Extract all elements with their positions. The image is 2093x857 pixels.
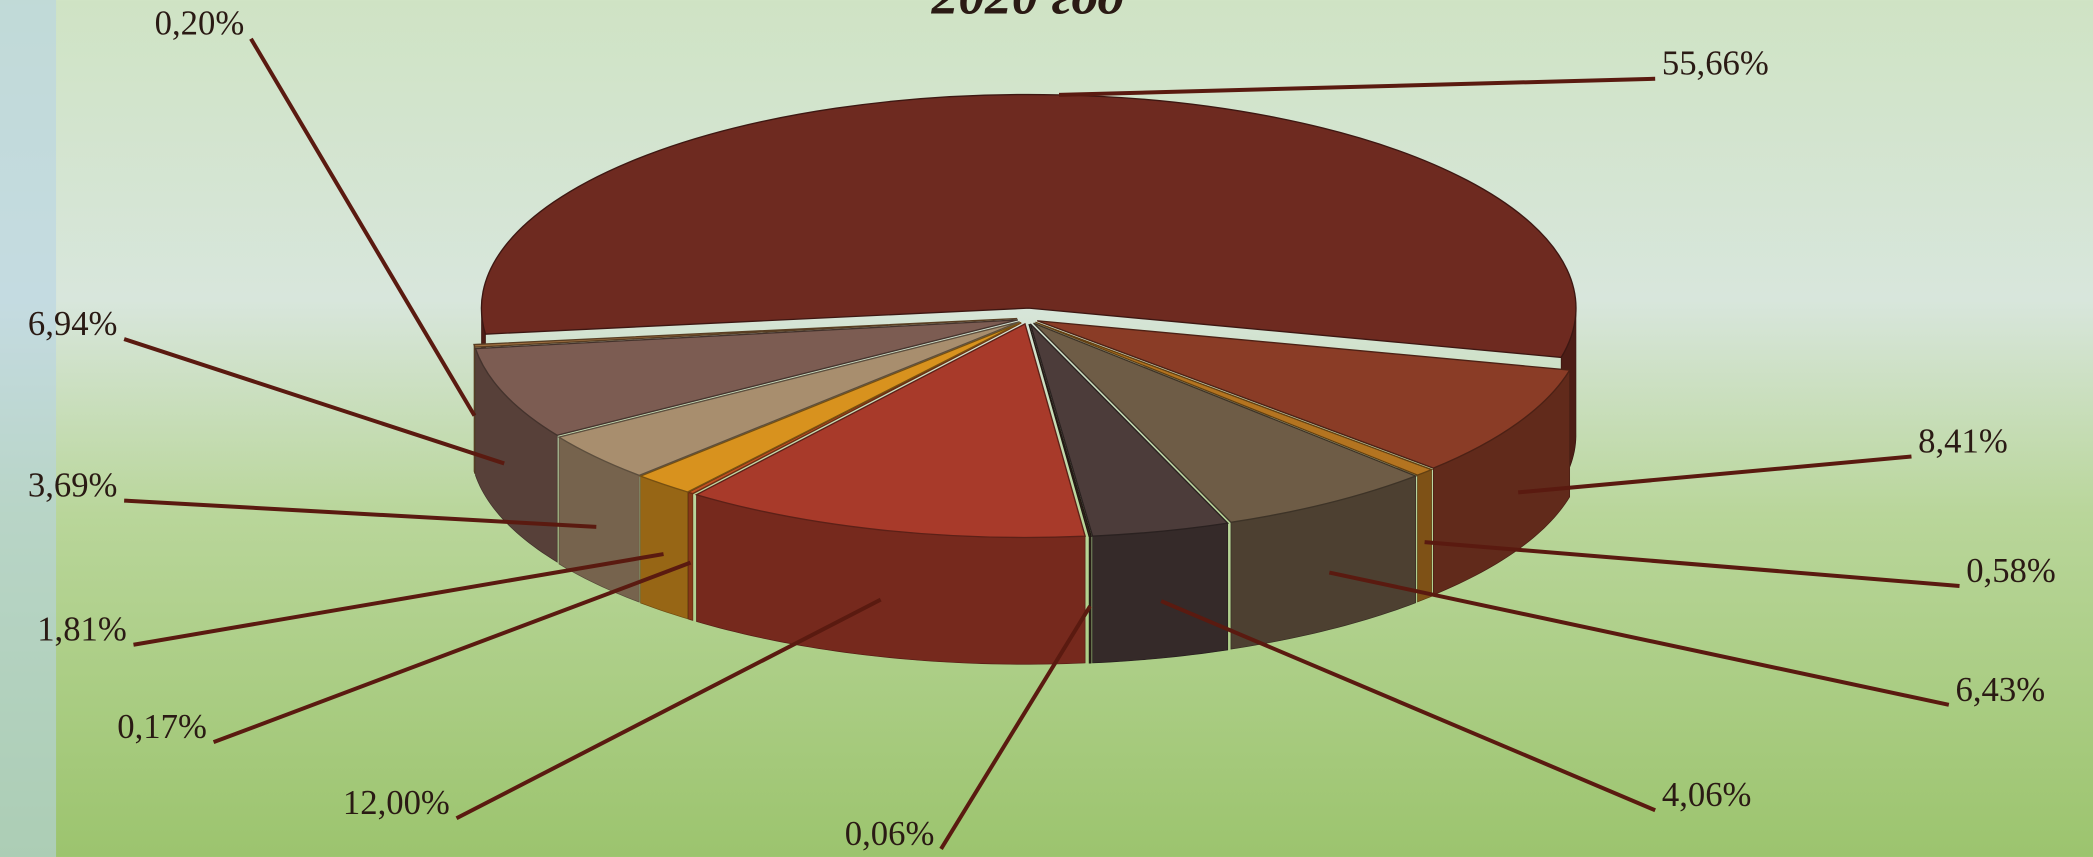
data-label: 1,81% [37, 610, 127, 649]
slice-side [1417, 469, 1432, 603]
slice [474, 319, 1018, 437]
slice [473, 317, 1018, 348]
data-label: 0,20% [155, 4, 245, 43]
data-label: 6,43% [1956, 670, 2046, 709]
slice-side [687, 491, 694, 621]
slice [694, 322, 1086, 539]
side-strip [0, 0, 57, 857]
slice [638, 321, 1022, 493]
slice [480, 93, 1577, 359]
slice [557, 321, 1020, 477]
leader-line [212, 560, 692, 745]
slice [1035, 321, 1434, 476]
chart-title: 2020 год [931, 0, 1124, 25]
slice-side [1092, 522, 1229, 664]
leader-line [1328, 570, 1950, 707]
slice [1036, 320, 1571, 469]
leader-line [249, 37, 477, 417]
leader-line [124, 498, 597, 529]
slice-side [640, 475, 689, 620]
leader-line [1518, 454, 1912, 495]
slice [1029, 323, 1230, 537]
slice [1028, 323, 1093, 538]
data-label: 3,69% [28, 466, 118, 505]
data-label: 0,58% [1966, 551, 2056, 590]
data-label: 0,06% [845, 814, 935, 853]
leader-line [1058, 76, 1656, 97]
leader-line [939, 605, 1092, 851]
slice-side [1088, 535, 1092, 664]
leader-line [1160, 599, 1656, 813]
leader-line [133, 552, 664, 647]
slice [1033, 322, 1418, 524]
leader-line [455, 597, 882, 821]
data-label: 12,00% [343, 783, 450, 822]
data-label: 0,17% [117, 707, 207, 746]
data-label: 8,41% [1918, 421, 2008, 460]
leader-line [1424, 540, 1960, 589]
data-label: 6,94% [28, 304, 118, 343]
data-label: 4,06% [1662, 775, 1752, 814]
data-label: 55,66% [1662, 44, 1769, 83]
leader-line [123, 337, 505, 466]
